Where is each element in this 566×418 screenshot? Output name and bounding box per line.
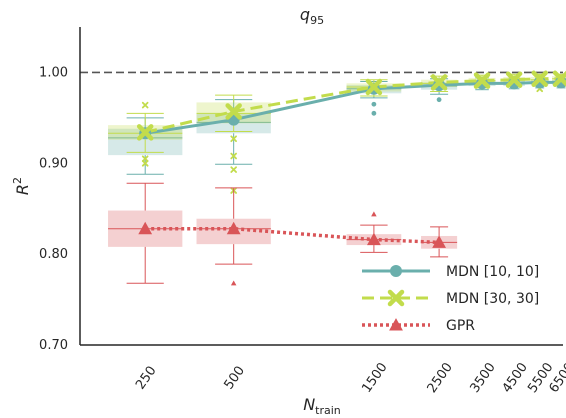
- data-point: [430, 74, 448, 91]
- outlier-point: [230, 280, 237, 286]
- legend-item: MDN [10, 10]: [362, 264, 539, 280]
- legend-item: MDN [30, 30]: [362, 289, 539, 307]
- x-tick-label: 250: [133, 364, 160, 393]
- legend-marker: [389, 318, 403, 331]
- data-point: [138, 221, 153, 235]
- data-point: [432, 235, 446, 248]
- data-point: [505, 71, 523, 88]
- outlier-point: [141, 159, 149, 167]
- x-axis-label-sub: train: [315, 404, 341, 417]
- chart-title-main: q: [300, 5, 310, 24]
- outlier-point: [141, 101, 149, 109]
- x-tick-label: 2500: [425, 360, 456, 396]
- x-axis-label: Ntrain: [303, 395, 341, 417]
- y-tick-label: 1.00: [39, 65, 68, 80]
- legend-label: GPR: [446, 318, 475, 334]
- x-tick-label: 500: [222, 364, 249, 393]
- legend-marker: [387, 289, 405, 307]
- x-tick-label: 1500: [359, 360, 390, 396]
- outlier-point: [141, 155, 149, 163]
- data-point: [366, 232, 381, 246]
- y-tick-label: 0.70: [39, 338, 68, 353]
- outlier-point: [436, 97, 442, 103]
- data-point: [225, 103, 242, 120]
- y-tick-label: 0.80: [39, 247, 68, 262]
- y-tick-label: 0.90: [39, 156, 68, 171]
- chart-title: q95: [300, 5, 324, 27]
- legend: MDN [10, 10] MDN [30, 30] GPR: [362, 264, 539, 334]
- data-point: [552, 70, 566, 88]
- outlier-point: [371, 110, 377, 116]
- series-line: [145, 226, 440, 245]
- y-axis-label: R2: [11, 177, 32, 195]
- legend-label: MDN [10, 10]: [446, 264, 539, 280]
- chart-title-sub: 95: [310, 14, 324, 27]
- data-point: [531, 70, 548, 88]
- box-layer: [108, 73, 566, 286]
- outlier-point: [230, 135, 237, 143]
- boxplot: [346, 211, 402, 253]
- outlier-point: [230, 166, 237, 173]
- boxplot: [196, 187, 271, 286]
- outlier-point: [371, 211, 377, 217]
- y-axis-label-main: R: [13, 184, 32, 195]
- x-tick-label: 4500: [500, 360, 531, 396]
- data-point: [136, 124, 154, 141]
- data-point: [226, 221, 241, 235]
- series-markers: [136, 70, 566, 248]
- y-axis-label-sup: 2: [11, 177, 24, 184]
- x-tick-label: 3500: [468, 360, 499, 396]
- series-line: [144, 77, 562, 134]
- x-axis-label-main: N: [303, 395, 315, 414]
- legend-item: GPR: [362, 318, 475, 334]
- outlier-point: [230, 152, 237, 160]
- data-point: [473, 72, 491, 89]
- legend-label: MDN [30, 30]: [446, 291, 539, 307]
- y-tick-labels: 0.70 0.80 0.90 1.00: [39, 65, 68, 353]
- outlier-point: [371, 101, 377, 107]
- data-point: [365, 78, 383, 96]
- legend-marker: [390, 265, 402, 277]
